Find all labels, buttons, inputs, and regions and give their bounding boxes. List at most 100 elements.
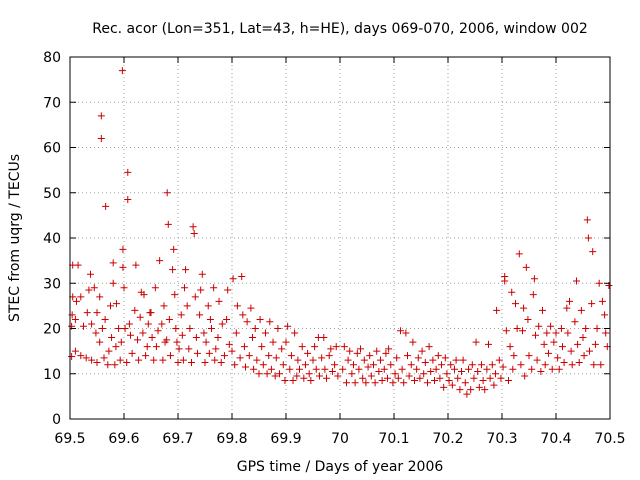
- x-tick-label: 70.5: [594, 431, 625, 447]
- data-point: [281, 377, 289, 385]
- y-tick-label: 40: [43, 231, 61, 247]
- data-point: [479, 377, 487, 385]
- data-point: [125, 320, 133, 328]
- data-point: [128, 349, 136, 357]
- data-point: [220, 352, 228, 360]
- data-point: [402, 329, 410, 337]
- data-point: [71, 347, 79, 355]
- data-point: [259, 361, 267, 369]
- data-point: [223, 315, 231, 323]
- data-point: [215, 297, 223, 305]
- data-point: [144, 320, 152, 328]
- data-point: [499, 363, 507, 371]
- data-point: [282, 338, 290, 346]
- data-point: [131, 306, 139, 314]
- data-point: [177, 311, 185, 319]
- data-point: [267, 365, 275, 373]
- data-point: [554, 354, 562, 362]
- data-point: [121, 325, 129, 332]
- data-point: [495, 356, 503, 364]
- data-point: [198, 270, 206, 278]
- data-point: [123, 358, 131, 366]
- data-point: [321, 365, 329, 373]
- data-point: [525, 352, 533, 360]
- data-point: [519, 327, 527, 335]
- data-point: [124, 196, 132, 204]
- data-point: [90, 284, 98, 292]
- data-point: [163, 189, 171, 197]
- data-point: [506, 343, 514, 351]
- data-point: [327, 345, 335, 353]
- data-point: [88, 320, 96, 328]
- y-tick-label: 60: [43, 141, 61, 157]
- data-point: [279, 361, 287, 369]
- data-point: [165, 315, 173, 323]
- data-point: [456, 386, 464, 394]
- data-point: [80, 322, 87, 330]
- data-point: [555, 365, 563, 373]
- data-point: [320, 334, 328, 342]
- data-point: [178, 331, 186, 339]
- data-point: [547, 322, 555, 330]
- data-point: [109, 279, 117, 287]
- data-point: [197, 286, 205, 294]
- data-point: [166, 352, 174, 360]
- data-point: [328, 367, 336, 375]
- data-point: [97, 134, 105, 142]
- data-point: [183, 302, 191, 310]
- data-point: [391, 370, 399, 378]
- data-point: [102, 202, 110, 210]
- data-point: [269, 338, 277, 346]
- x-tick-label: 69.9: [270, 431, 301, 447]
- data-point: [443, 370, 451, 378]
- data-point: [486, 374, 494, 382]
- data-point: [250, 365, 258, 373]
- data-point: [271, 372, 279, 380]
- data-point: [217, 358, 225, 366]
- data-point: [249, 334, 257, 342]
- data-point: [298, 343, 306, 351]
- data-point: [389, 379, 397, 387]
- data-point: [206, 315, 214, 323]
- data-point: [461, 379, 469, 387]
- data-point: [405, 372, 413, 380]
- data-point: [158, 320, 166, 328]
- data-point: [483, 365, 491, 373]
- data-point: [485, 340, 492, 348]
- data-point: [508, 288, 516, 296]
- data-point: [377, 356, 384, 364]
- data-point: [315, 372, 323, 380]
- data-points: [68, 67, 613, 398]
- data-point: [119, 245, 127, 253]
- data-point: [543, 329, 551, 337]
- x-tick-label: 70.2: [432, 431, 463, 447]
- data-point: [169, 266, 177, 274]
- data-point: [126, 331, 134, 339]
- y-tick-label: 0: [52, 412, 61, 428]
- data-point: [513, 325, 521, 332]
- data-point: [560, 358, 568, 366]
- data-point: [247, 304, 255, 312]
- data-point: [142, 352, 150, 360]
- data-point: [255, 370, 263, 378]
- data-point: [481, 386, 489, 394]
- data-point: [132, 261, 140, 269]
- x-tick-labels: 69.5 69.6 69.7 69.8 69.9 70 70.1 70.2 70.3 70.4 70…: [54, 431, 625, 447]
- data-point: [567, 347, 575, 355]
- data-point: [231, 361, 239, 369]
- data-point: [118, 67, 126, 75]
- data-point: [528, 365, 536, 373]
- data-point: [202, 338, 210, 346]
- data-point: [296, 365, 303, 373]
- data-point: [517, 361, 525, 369]
- data-point: [96, 338, 104, 346]
- data-point: [88, 356, 96, 364]
- data-point: [251, 325, 259, 332]
- data-point: [355, 365, 363, 373]
- data-point: [212, 345, 220, 353]
- data-point: [201, 358, 209, 366]
- data-point: [533, 356, 541, 364]
- data-point: [537, 367, 545, 375]
- data-point: [105, 347, 113, 355]
- data-point: [171, 291, 179, 299]
